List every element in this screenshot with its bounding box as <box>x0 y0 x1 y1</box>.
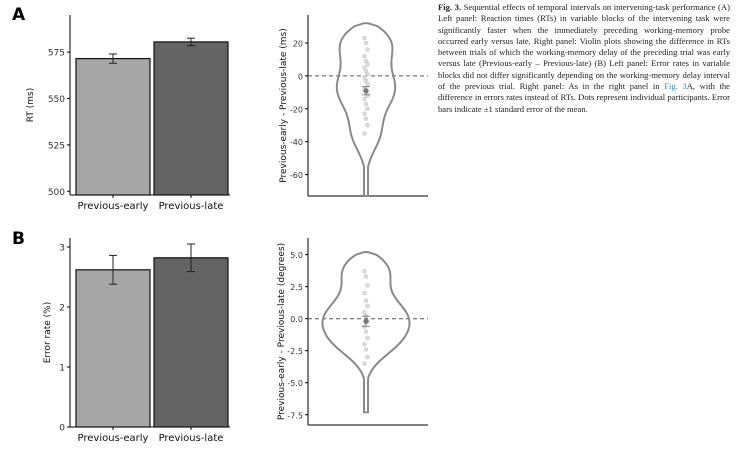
y-tick-label: -60 <box>290 171 303 180</box>
x-tick-label: Previous-late <box>159 433 224 444</box>
y-tick-label: -40 <box>290 138 303 147</box>
bar <box>153 257 229 428</box>
participant-dot <box>363 274 369 279</box>
participant-dot <box>363 347 369 352</box>
x-tick-label: Previous-early <box>78 433 149 444</box>
bar <box>153 41 229 196</box>
bar-chart-rt: 500 525 550 575 Previous-early Previous-late R… <box>26 15 230 212</box>
participant-dot <box>362 131 367 136</box>
figure-reference-link[interactable]: Fig. 3 <box>664 81 687 92</box>
bar <box>75 269 151 428</box>
participant-dot <box>363 329 369 334</box>
x-tick-label: Previous-early <box>78 201 149 212</box>
violin-shape <box>335 22 397 197</box>
y-tick-label: 0 <box>298 72 303 81</box>
y-tick-label: 1 <box>59 364 65 374</box>
y-axis-title: Previous-early - Previous-late (ms) <box>279 28 289 183</box>
participant-dot <box>362 111 367 116</box>
bar-chart-error-rate: 0 1 2 3 Previous-early Previous-late Error rat… <box>43 238 230 444</box>
participant-dot <box>362 342 367 347</box>
y-tick-label: 20 <box>293 39 303 48</box>
participant-dot <box>365 283 370 288</box>
y-tick-label: 5.0 <box>290 251 303 260</box>
participant-dot <box>365 71 370 77</box>
y-tick-label: 550 <box>48 95 65 105</box>
panel-label-b: B <box>12 229 25 249</box>
violin-shape <box>321 251 411 414</box>
y-tick-label: 3 <box>59 244 65 254</box>
y-tick-label: 525 <box>48 141 65 151</box>
caption-label: Fig. 3. <box>438 2 462 12</box>
y-tick-label: 0 <box>59 424 65 434</box>
panel-label-a: A <box>12 5 26 25</box>
participant-dot <box>365 81 370 87</box>
caption-text-end: A, with the difference in errors rates i… <box>438 81 730 114</box>
participant-dot <box>362 35 367 41</box>
y-tick-label: -20 <box>290 105 303 114</box>
participant-dot <box>365 47 370 52</box>
participant-dot <box>363 298 369 304</box>
participant-dot <box>363 40 369 46</box>
participant-dot <box>362 361 367 366</box>
participant-dot <box>362 53 367 59</box>
participant-dot <box>362 96 367 102</box>
participant-dot <box>365 354 370 360</box>
participant-dot <box>363 101 369 107</box>
participant-dot <box>362 290 367 296</box>
participant-dot <box>365 303 370 309</box>
mean-point <box>363 88 369 94</box>
y-tick-label: 2.5 <box>290 283 303 292</box>
figure-caption: Fig. 3. Sequential effects of temporal i… <box>438 2 730 115</box>
participant-dot <box>362 269 367 274</box>
y-tick-label: 2 <box>59 304 65 314</box>
participant-dot <box>365 335 370 341</box>
y-axis-title: Previous-early - Previous-late (degrees) <box>277 243 287 420</box>
y-axis-title: Error rate (%) <box>43 302 53 364</box>
mean-point <box>363 318 369 324</box>
y-tick-label: 575 <box>48 49 65 59</box>
y-tick-label: 500 <box>48 188 65 198</box>
y-tick-label: -5.0 <box>287 379 303 388</box>
participant-dot <box>365 106 370 112</box>
participant-dot <box>365 122 370 128</box>
participant-dot <box>365 62 370 67</box>
participant-dot <box>363 116 369 121</box>
x-tick-label: Previous-late <box>159 201 224 212</box>
bar <box>75 58 151 196</box>
y-tick-label: -7.5 <box>287 411 303 420</box>
y-tick-label: 0.0 <box>290 315 303 324</box>
caption-text: Sequential effects of temporal intervals… <box>438 2 730 92</box>
y-axis-title: RT (ms) <box>26 88 36 122</box>
participant-dot <box>362 310 367 315</box>
y-tick-label: -2.5 <box>287 347 303 356</box>
